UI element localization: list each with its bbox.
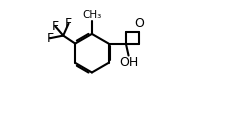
Text: F: F [65, 17, 72, 30]
Text: F: F [46, 32, 54, 45]
Text: O: O [134, 17, 144, 30]
Text: CH₃: CH₃ [82, 10, 101, 20]
Text: OH: OH [119, 56, 138, 69]
Text: F: F [52, 20, 59, 33]
